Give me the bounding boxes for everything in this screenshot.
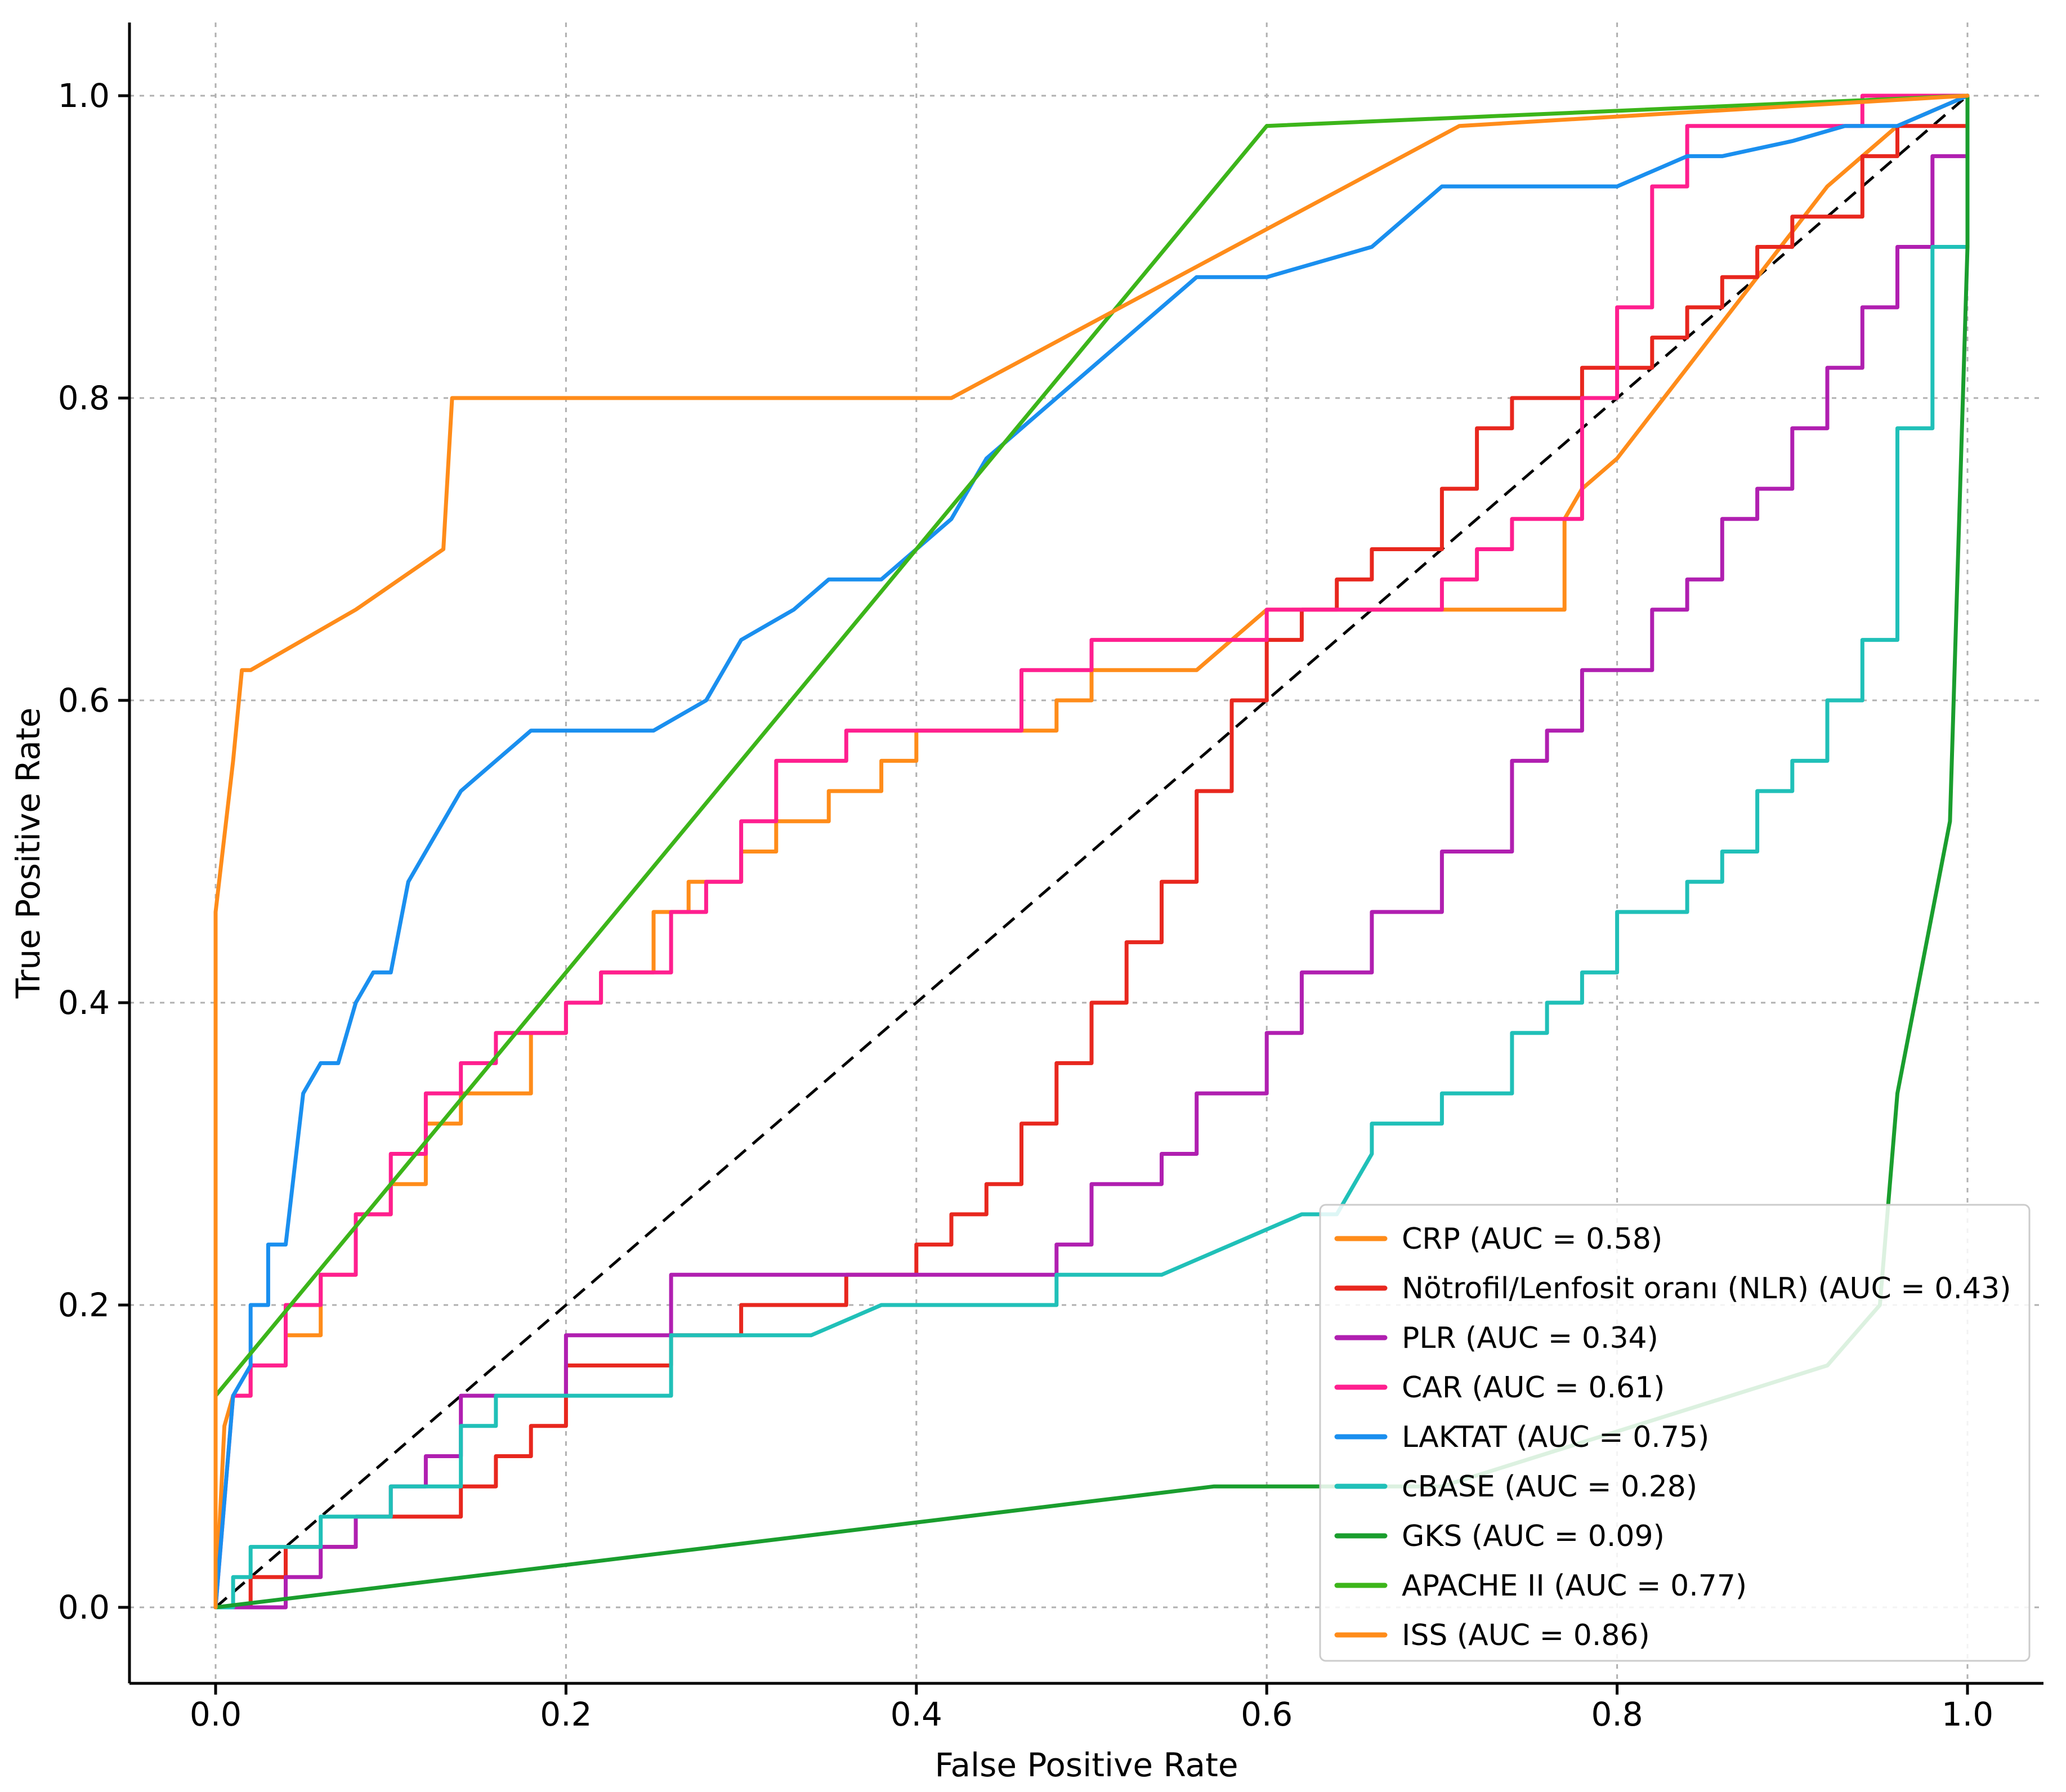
legend-box bbox=[1319, 1204, 2031, 1662]
legend-label: PLR (AUC = 0.34) bbox=[1402, 1321, 1658, 1355]
legend-label: Nötrofil/Lenfosit oranı (NLR) (AUC = 0.4… bbox=[1402, 1272, 2011, 1306]
y-tick-label: 0.2 bbox=[58, 1286, 110, 1324]
legend-label: ISS (AUC = 0.86) bbox=[1402, 1619, 1650, 1652]
roc-curve-laktat bbox=[213, 93, 1970, 1610]
roc-curve-apache bbox=[213, 93, 1970, 1398]
roc-curve-car bbox=[213, 93, 1970, 1610]
legend-label: CRP (AUC = 0.58) bbox=[1402, 1222, 1662, 1256]
legend: CRP (AUC = 0.58) Nötrofil/Lenfosit oranı … bbox=[1319, 1204, 2031, 1662]
roc-curves bbox=[213, 93, 1970, 1610]
legend-label: GKS (AUC = 0.09) bbox=[1402, 1520, 1665, 1553]
legend-label: CAR (AUC = 0.61) bbox=[1402, 1371, 1665, 1405]
y-tick-label: 0.6 bbox=[58, 681, 110, 720]
y-tick-label: 1.0 bbox=[58, 77, 110, 115]
y-tick-label: 0.4 bbox=[58, 984, 110, 1022]
roc-curve-plr bbox=[213, 154, 1970, 1610]
y-tick-label: 0.0 bbox=[58, 1588, 110, 1626]
legend-label: APACHE II (AUC = 0.77) bbox=[1402, 1569, 1747, 1603]
roc-curve-ntrofillenfosit bbox=[213, 124, 1970, 1610]
x-tick-label: 0.6 bbox=[1241, 1695, 1293, 1733]
x-tick-label: 0.8 bbox=[1591, 1695, 1643, 1733]
x-tick-label: 0.4 bbox=[891, 1695, 942, 1733]
chance-diagonal-line bbox=[214, 95, 1969, 1608]
ticks: 0.0 0.2 0.4 0.6 0.8 1.0 0.0 0.2 0.4 0.6 0.8 1.0 bbox=[58, 77, 1993, 1733]
x-tick-label: 1.0 bbox=[1942, 1695, 1993, 1733]
roc-curve-cbase bbox=[213, 245, 1970, 1610]
x-tick-label: 0.0 bbox=[190, 1695, 242, 1733]
x-tick-label: 0.2 bbox=[540, 1695, 592, 1733]
y-tick-label: 0.8 bbox=[58, 379, 110, 417]
legend-label: LAKTAT (AUC = 0.75) bbox=[1402, 1420, 1709, 1454]
legend-label: cBASE (AUC = 0.28) bbox=[1402, 1470, 1697, 1504]
roc-curve-iss bbox=[213, 93, 1970, 1610]
y-axis-label: True Positive Rate bbox=[9, 708, 47, 999]
axes bbox=[128, 23, 2043, 1685]
x-axis-label: False Positive Rate bbox=[934, 1746, 1238, 1784]
